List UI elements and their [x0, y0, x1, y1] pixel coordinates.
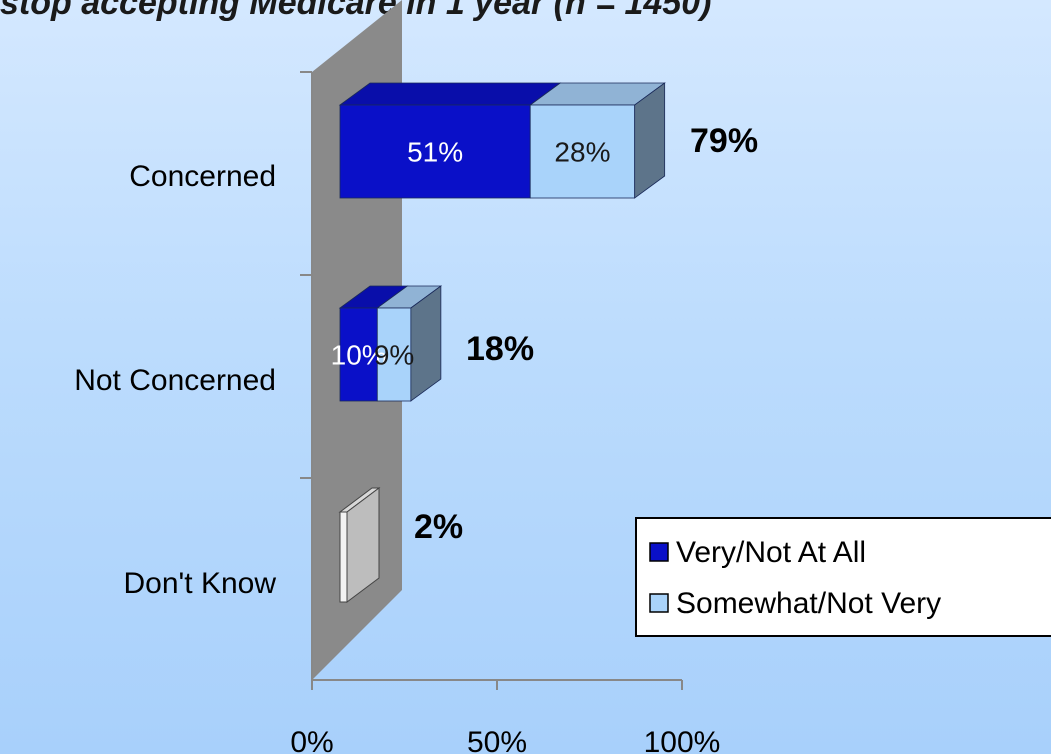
bar-group: 2% [338, 487, 463, 603]
bar-somewhat [339, 511, 348, 603]
value-label-very: 10% [331, 340, 387, 371]
bar-somewhat [529, 104, 636, 199]
legend-box [635, 517, 1051, 637]
value-label-somewhat: 28% [554, 137, 610, 168]
legend-label-very: Very/Not At All [676, 536, 866, 569]
x-tick-label: 50% [467, 726, 527, 754]
category-label: Don't Know [124, 567, 277, 600]
bar-somewhat-side [410, 285, 442, 402]
bar-group: 10%9% 18% [331, 285, 534, 402]
total-label: 2% [414, 508, 463, 546]
bar-very [339, 104, 531, 199]
value-label-somewhat: 9% [374, 340, 414, 371]
bar-somewhat-side [634, 82, 666, 199]
category-label: Not Concerned [74, 364, 276, 397]
category-label: Concerned [129, 160, 276, 193]
chart-title: stop accepting Medicare in 1 year (n = 1… [0, 0, 711, 22]
legend-label-somewhat: Somewhat/Not Very [676, 587, 941, 620]
total-label: 18% [466, 330, 534, 368]
x-tick-label: 0% [290, 726, 333, 754]
bar-somewhat [376, 307, 412, 402]
legend-swatch-very [649, 542, 669, 562]
bar-very-top [338, 82, 562, 106]
total-label: 79% [690, 122, 758, 160]
bar-group: 51% 28% 79% [338, 82, 758, 199]
legend: Very/Not At All Somewhat/Not Very [635, 517, 1051, 637]
legend-swatch-somewhat [649, 593, 669, 613]
x-tick-label: 100% [644, 726, 721, 754]
bar-very [339, 307, 378, 402]
value-label-very: 51% [407, 137, 463, 168]
